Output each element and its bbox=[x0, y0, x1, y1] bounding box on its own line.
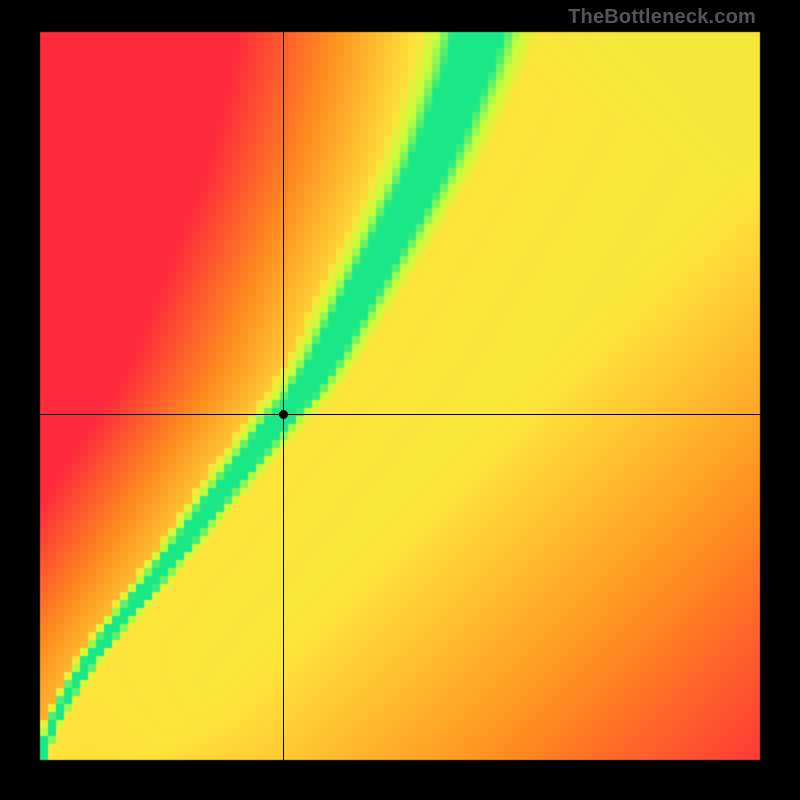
bottleneck-heatmap-container: { "watermark": { "text": "TheBottleneck.… bbox=[0, 0, 800, 800]
watermark-text: TheBottleneck.com bbox=[568, 6, 756, 29]
crosshair-horizontal bbox=[40, 414, 760, 415]
heatmap-canvas bbox=[0, 0, 800, 800]
crosshair-vertical bbox=[283, 32, 284, 760]
crosshair-dot bbox=[279, 410, 288, 419]
